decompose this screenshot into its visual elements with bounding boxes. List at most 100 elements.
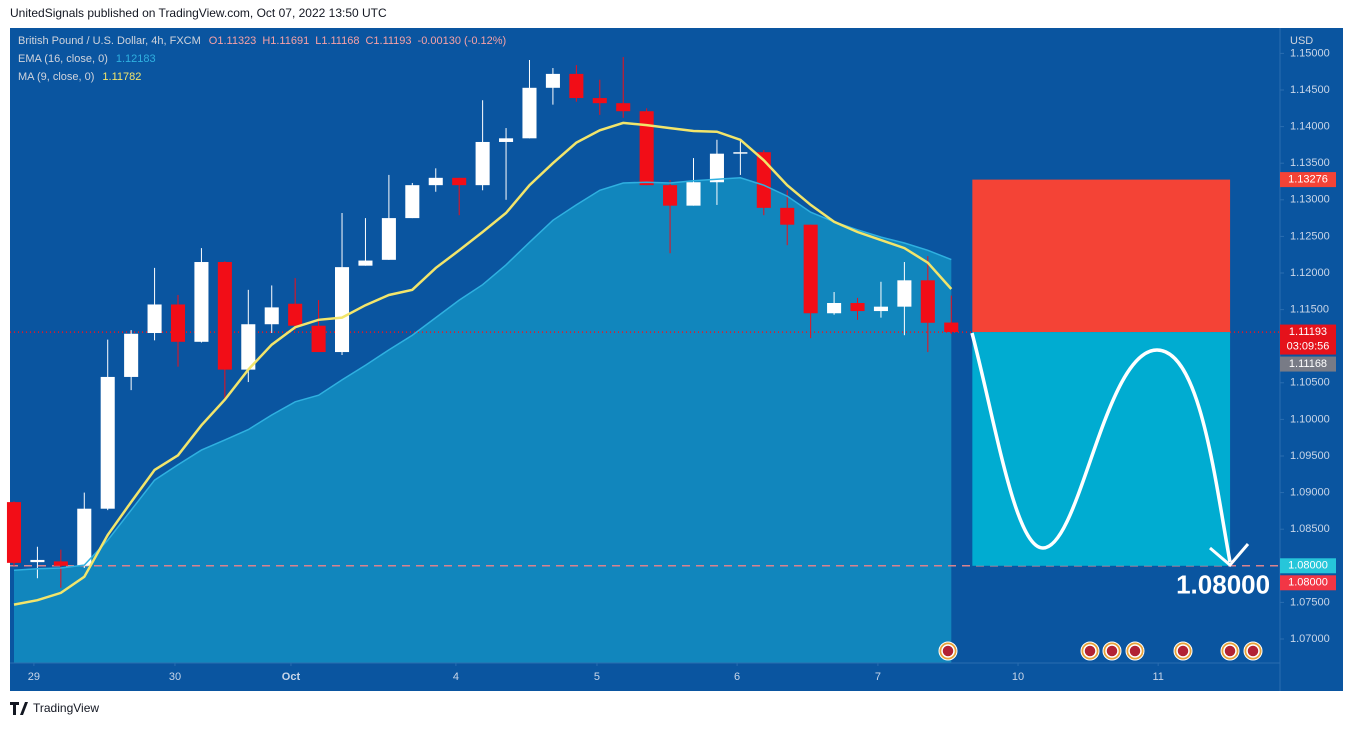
- candle-body: [616, 103, 631, 112]
- y-tick-label: 1.07500: [1290, 596, 1330, 608]
- price-marker: [1280, 575, 1336, 591]
- candle-body: [709, 153, 724, 183]
- y-tick-label: 1.09500: [1290, 450, 1330, 462]
- legend-ohlc: -0.00130 (-0.12%): [418, 35, 507, 47]
- event-flag: [941, 644, 955, 658]
- price-marker-label: 1.11168: [1289, 358, 1327, 370]
- candle-body: [147, 304, 162, 334]
- candle-body: [522, 87, 537, 139]
- candle-body: [803, 224, 818, 314]
- candle-body: [663, 185, 678, 206]
- candle-body: [217, 262, 232, 370]
- currency-label: USD: [1290, 35, 1313, 47]
- event-flag: [1083, 644, 1097, 658]
- candle-body: [53, 561, 68, 566]
- candle-body: [428, 177, 443, 186]
- publish-header: UnitedSignals published on TradingView.c…: [10, 6, 387, 20]
- legend-ohlc: H1.11691: [262, 35, 309, 47]
- candle-body: [288, 303, 303, 326]
- price-marker-label: 1.08000: [1288, 560, 1328, 572]
- candle-body: [499, 138, 514, 142]
- legend-ohlc: O1.11323: [209, 35, 257, 47]
- candle-body: [77, 508, 92, 566]
- event-flag: [1246, 644, 1260, 658]
- legend-ohlc: L1.11168: [315, 35, 359, 47]
- y-tick-label: 1.08500: [1290, 523, 1330, 535]
- take-profit-zone: [972, 332, 1231, 566]
- candle-body: [873, 306, 888, 312]
- candle-body: [944, 322, 959, 333]
- candle-body: [592, 98, 607, 104]
- candle-body: [780, 207, 795, 225]
- y-tick-label: 1.07000: [1290, 633, 1330, 645]
- price-marker-label: 1.13276: [1288, 174, 1328, 186]
- indicator-line: [13, 177, 952, 571]
- event-flag: [1128, 644, 1142, 658]
- candle-body: [100, 376, 115, 509]
- target-label: 1.08000: [1176, 570, 1270, 600]
- candle-body: [6, 502, 22, 563]
- candle-body: [124, 333, 139, 377]
- candle-body: [358, 260, 373, 266]
- candle-body: [850, 303, 865, 312]
- candle-body: [756, 152, 771, 208]
- candle-body: [405, 185, 420, 219]
- candle-body: [920, 280, 935, 323]
- candle-body: [686, 182, 701, 206]
- candle-body: [897, 280, 912, 307]
- x-tick-label: 10: [1012, 671, 1024, 683]
- price-marker-label: 1.11193: [1289, 326, 1327, 338]
- candle-body: [475, 141, 490, 186]
- x-tick-label: 5: [594, 671, 600, 683]
- event-flag: [1176, 644, 1190, 658]
- brand-logo: [10, 702, 28, 715]
- y-tick-label: 1.10000: [1290, 413, 1330, 425]
- x-tick-label: Oct: [282, 671, 301, 683]
- price-marker: [1280, 356, 1336, 372]
- ema-area: [14, 177, 952, 664]
- y-tick-label: 1.09000: [1290, 486, 1330, 498]
- legend-name: MA (9, close, 0): [18, 71, 94, 83]
- candle-body: [827, 303, 842, 314]
- price-marker: [1280, 558, 1336, 574]
- indicator-line: [13, 121, 953, 606]
- candle-body: [170, 304, 186, 342]
- candle-body: [334, 267, 350, 353]
- x-tick-label: 29: [28, 671, 40, 683]
- candle-body: [545, 73, 560, 88]
- stop-loss-zone: [972, 179, 1231, 333]
- projection-curve: [970, 332, 1232, 563]
- candle-body: [381, 218, 396, 260]
- y-tick-label: 1.11500: [1290, 304, 1329, 316]
- candle-body: [30, 559, 45, 563]
- candle-body: [452, 177, 467, 186]
- x-tick-label: 4: [453, 671, 459, 683]
- y-tick-label: 1.14000: [1290, 121, 1330, 133]
- price-marker: [1280, 172, 1336, 188]
- legend-name: EMA (16, close, 0): [18, 53, 108, 65]
- y-tick-label: 1.12000: [1290, 267, 1330, 279]
- candle-body: [311, 325, 326, 353]
- price-marker-label: 1.08000: [1288, 577, 1328, 589]
- candle-body: [733, 152, 748, 154]
- candle-body: [194, 262, 209, 342]
- y-tick-label: 1.13500: [1290, 157, 1330, 169]
- event-flag: [1223, 644, 1237, 658]
- candle-body: [639, 111, 654, 186]
- candle-body: [569, 73, 584, 99]
- logo-mark: [10, 702, 28, 715]
- candle-body: [241, 324, 256, 370]
- y-tick-label: 1.13000: [1290, 194, 1330, 206]
- x-tick-label: 30: [169, 671, 181, 683]
- x-tick-label: 11: [1152, 671, 1163, 683]
- legend-ohlc: C1.11193: [365, 35, 411, 47]
- y-tick-label: 1.14500: [1290, 84, 1330, 96]
- projection-arrow: [1209, 543, 1250, 568]
- y-tick-label: 1.15000: [1290, 47, 1330, 59]
- legend-value: 1.12183: [116, 53, 156, 65]
- x-tick-label: 6: [734, 671, 740, 683]
- legend-value: 1.11782: [102, 71, 141, 83]
- plot-area: 1.08000: [6, 57, 1280, 664]
